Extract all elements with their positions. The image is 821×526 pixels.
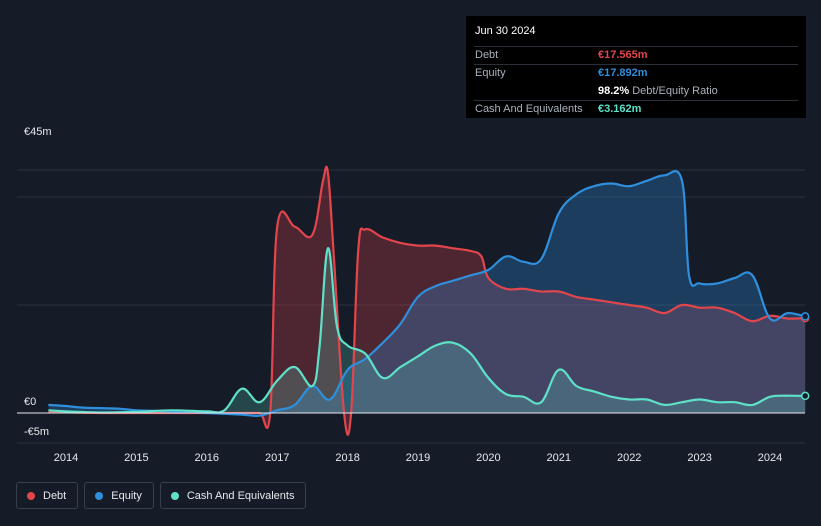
- y-tick-label: -€5m: [24, 426, 49, 438]
- tooltip-label: Debt: [475, 49, 499, 61]
- legend-item-cash[interactable]: Cash And Equivalents: [159, 482, 307, 509]
- series-lines: [48, 165, 806, 436]
- x-tick-label: 2020: [476, 452, 500, 464]
- x-tick-label: 2017: [265, 452, 289, 464]
- line-cash-and-equivalents: [48, 247, 806, 414]
- tooltip-row-equity: Equity €17.892m: [474, 64, 798, 82]
- area-equity: [48, 171, 806, 416]
- tooltip-value: €17.565m: [598, 49, 648, 61]
- legend-dot-icon: [95, 491, 104, 500]
- tooltip-panel: Jun 30 2024 Debt €17.565m Equity €17.892…: [466, 16, 806, 118]
- tooltip-row-cash: Cash And Equivalents €3.162m: [474, 100, 798, 118]
- x-tick-label: 2014: [54, 452, 78, 464]
- legend-item-equity[interactable]: Equity: [84, 482, 154, 509]
- legend: Debt Equity Cash And Equivalents: [16, 482, 307, 509]
- tooltip-label: Cash And Equivalents: [475, 103, 583, 115]
- line-equity: [48, 170, 806, 418]
- end-markers: [800, 312, 810, 401]
- y-tick-label: €45m: [24, 126, 52, 138]
- x-tick-label: 2018: [335, 452, 359, 464]
- x-tick-label: 2016: [195, 452, 219, 464]
- x-tick-label: 2015: [124, 452, 148, 464]
- legend-dot-icon: [27, 491, 35, 500]
- axes: €45m €0 -€5m 2014 2015 2016 2017 2018 2019 2020 20…: [17, 126, 805, 464]
- x-tick-label: 2022: [617, 452, 641, 464]
- end-marker-cash-and-equivalents: [800, 391, 810, 401]
- line-debt: [48, 165, 806, 436]
- x-tick-label: 2023: [687, 452, 711, 464]
- tooltip-label: [474, 83, 598, 100]
- tooltip-value: €17.892m: [598, 67, 648, 79]
- tooltip-value: 98.2%: [598, 85, 630, 97]
- series-areas: [48, 166, 806, 435]
- area-cash-and-equivalents: [48, 248, 806, 413]
- tooltip-ratio-caption: Debt/Equity Ratio: [632, 85, 718, 97]
- end-marker-equity: [800, 312, 810, 321]
- area-debt: [48, 166, 806, 435]
- tooltip-label: Equity: [475, 67, 506, 79]
- legend-label: Debt: [43, 489, 67, 502]
- tooltip-row-debt: Debt €17.565m: [474, 46, 798, 64]
- y-tick-label: €0: [24, 396, 36, 408]
- legend-label: Cash And Equivalents: [186, 489, 295, 502]
- legend-label: Equity: [111, 489, 142, 502]
- tooltip-row-ratio: 98.2% Debt/Equity Ratio: [474, 82, 798, 100]
- x-tick-label: 2024: [758, 452, 782, 464]
- x-tick-label: 2019: [406, 452, 430, 464]
- legend-dot-icon: [170, 491, 179, 500]
- legend-item-debt[interactable]: Debt: [16, 482, 79, 509]
- tooltip-value: €3.162m: [598, 103, 642, 115]
- x-tick-label: 2021: [547, 452, 571, 464]
- tooltip-date: Jun 30 2024: [475, 25, 536, 37]
